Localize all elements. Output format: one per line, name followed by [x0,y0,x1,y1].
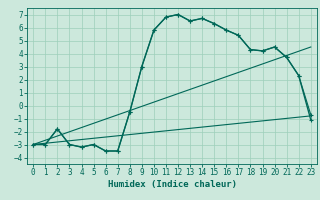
X-axis label: Humidex (Indice chaleur): Humidex (Indice chaleur) [108,180,236,189]
